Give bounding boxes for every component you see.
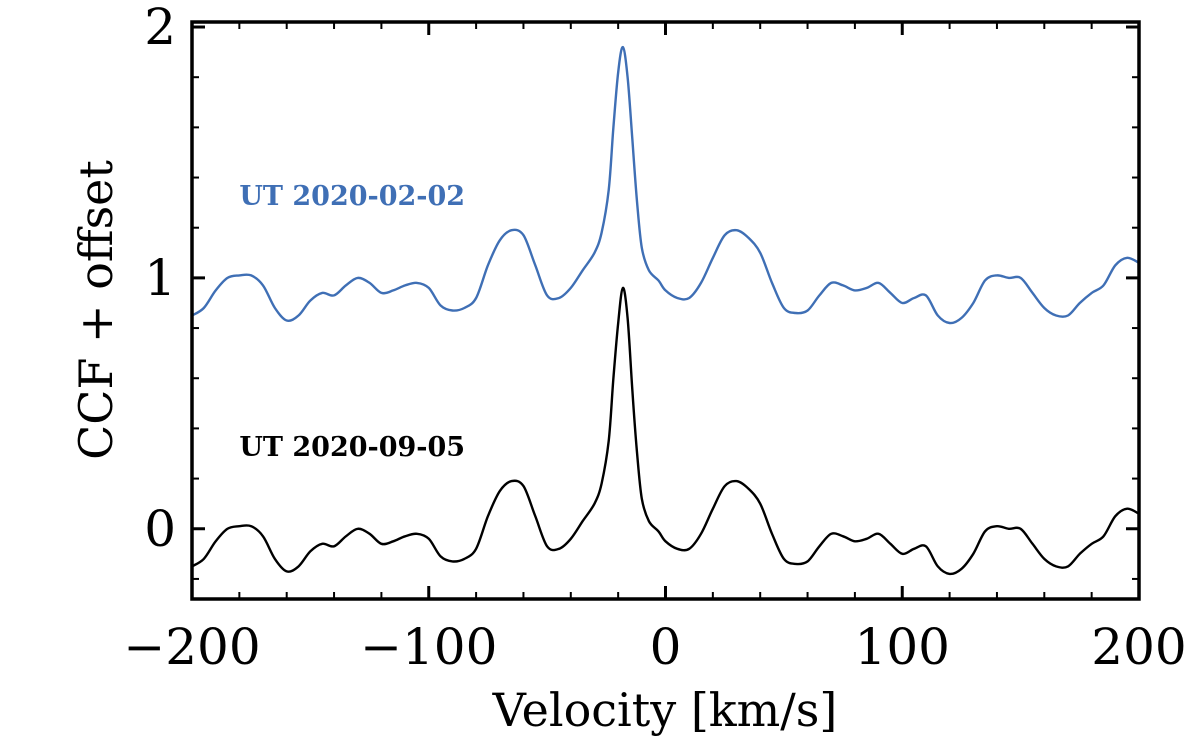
- x-tick-label: 200: [1091, 618, 1186, 676]
- x-axis-label: Velocity [km/s]: [492, 683, 838, 737]
- x-tick-label: −100: [360, 618, 497, 676]
- y-axis-label: CCF + offset: [69, 160, 123, 460]
- y-tick-label: 1: [144, 249, 176, 307]
- labels-layer: −200 −100 0 100 200 0 1 2 UT 2020-02-02 UT 2020-0…: [123, 0, 1186, 676]
- y-tick-label: 2: [144, 0, 176, 56]
- x-tick-label: 0: [650, 618, 682, 676]
- series-layer: [191, 45, 1140, 576]
- series-annotation-0: UT 2020-02-02: [239, 181, 465, 212]
- x-tick-label: −200: [123, 618, 260, 676]
- series-line-1: [191, 286, 1140, 576]
- plot-frame: [190, 20, 1141, 601]
- series-annotation-1: UT 2020-09-05: [239, 432, 465, 463]
- y-tick-label: 0: [144, 500, 176, 558]
- ticks-layer: [190, 22, 1141, 599]
- series-line-0: [191, 45, 1140, 325]
- x-tick-label: 100: [855, 618, 950, 676]
